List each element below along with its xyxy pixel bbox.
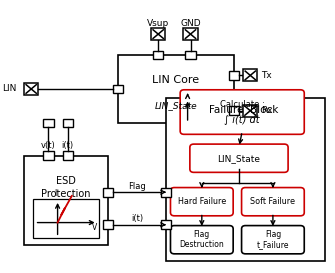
Text: Calculate :: Calculate : bbox=[220, 100, 265, 109]
Text: GND: GND bbox=[180, 19, 201, 28]
Bar bbox=[113, 85, 123, 93]
FancyBboxPatch shape bbox=[171, 225, 233, 254]
Text: Flag: Flag bbox=[128, 182, 146, 191]
Bar bbox=[103, 220, 113, 229]
Bar bbox=[63, 151, 73, 160]
FancyBboxPatch shape bbox=[242, 225, 304, 254]
Text: v(t): v(t) bbox=[41, 141, 56, 150]
Text: i(t): i(t) bbox=[62, 141, 74, 150]
Text: I: I bbox=[54, 189, 56, 198]
Text: Rx: Rx bbox=[261, 106, 272, 115]
Bar bbox=[34, 199, 99, 238]
FancyBboxPatch shape bbox=[180, 90, 304, 134]
Bar bbox=[43, 118, 54, 127]
Text: V: V bbox=[92, 223, 97, 232]
Text: ∫ i(t) dt: ∫ i(t) dt bbox=[224, 115, 260, 125]
Text: Failure: Failure bbox=[209, 105, 244, 115]
Text: i(t): i(t) bbox=[131, 214, 143, 223]
FancyBboxPatch shape bbox=[171, 188, 233, 216]
Bar bbox=[161, 188, 172, 197]
Bar bbox=[24, 83, 38, 95]
Text: Flag
t_Failure: Flag t_Failure bbox=[257, 230, 289, 250]
Bar bbox=[161, 220, 172, 229]
Bar bbox=[243, 105, 257, 117]
Bar bbox=[166, 99, 325, 262]
Bar bbox=[229, 71, 239, 80]
Text: Tx: Tx bbox=[261, 71, 271, 80]
Text: ESD: ESD bbox=[56, 176, 76, 186]
Bar bbox=[243, 69, 257, 81]
Text: Soft Failure: Soft Failure bbox=[250, 197, 295, 206]
Text: Hard Failure: Hard Failure bbox=[178, 197, 226, 206]
Bar bbox=[118, 55, 234, 123]
Bar bbox=[183, 28, 198, 40]
Text: Block: Block bbox=[250, 105, 279, 115]
Bar bbox=[24, 156, 108, 245]
FancyBboxPatch shape bbox=[242, 188, 304, 216]
Bar bbox=[229, 106, 239, 115]
Text: LIN_State: LIN_State bbox=[155, 102, 197, 111]
Bar bbox=[63, 118, 73, 127]
Text: Vsup: Vsup bbox=[147, 19, 169, 28]
Text: LIN: LIN bbox=[2, 84, 16, 93]
Bar bbox=[153, 51, 163, 59]
FancyBboxPatch shape bbox=[190, 144, 288, 172]
Text: LIN_State: LIN_State bbox=[217, 154, 261, 163]
Bar bbox=[185, 51, 196, 59]
Bar bbox=[151, 28, 165, 40]
Bar bbox=[43, 151, 54, 160]
Text: LIN Core: LIN Core bbox=[152, 75, 200, 85]
Text: Protection: Protection bbox=[41, 189, 91, 199]
Text: Flag
Destruction: Flag Destruction bbox=[180, 230, 224, 250]
Bar bbox=[103, 188, 113, 197]
